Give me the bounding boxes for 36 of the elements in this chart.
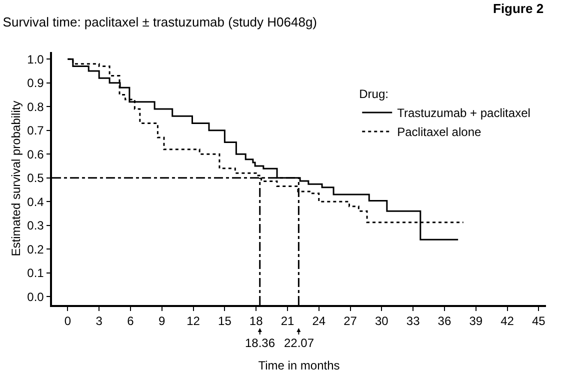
x-axis-title: Time in months	[258, 358, 340, 373]
annotation: 18.36	[245, 336, 276, 350]
x-tick-label: 42	[500, 314, 514, 328]
x-tick-label: 0	[64, 314, 72, 328]
x-tick-label: 36	[438, 314, 452, 328]
y-tick-label: 0.0	[27, 290, 44, 304]
y-tick-label: 0.9	[27, 76, 44, 90]
chart-title: Survival time: paclitaxel ± trastuzumab (study H0648g)	[2, 14, 318, 30]
x-tick-label: 30	[375, 314, 389, 328]
x-tick-label: 21	[280, 314, 294, 328]
x-tick-label: 15	[218, 314, 232, 328]
y-tick-label: 0.2	[27, 242, 44, 256]
x-tick-label: 24	[312, 314, 326, 328]
x-tick-label: 9	[158, 314, 166, 328]
y-tick-label: 0.7	[27, 124, 44, 138]
y-tick-label: 0.8	[27, 100, 44, 114]
y-tick-label: 0.5	[27, 171, 44, 186]
x-tick-label: 6	[127, 314, 134, 328]
x-tick-label: 45	[532, 314, 546, 328]
y-tick-label: 0.4	[27, 194, 44, 209]
y-axis-title: Estimated survival probability	[8, 100, 23, 256]
x-tick-label: 27	[344, 314, 358, 328]
x-tick-label: 39	[469, 314, 483, 328]
y-tick-label: 0.1	[27, 266, 44, 280]
x-tick-label: 33	[406, 314, 420, 328]
x-tick-label: 18	[249, 314, 264, 328]
y-tick-label: 0.6	[27, 147, 44, 162]
y-tick-label: 1.0	[27, 52, 44, 66]
annotation: 22.07	[284, 336, 314, 350]
legend-label: Trastuzumab + paclitaxel	[397, 106, 530, 120]
y-tick-label: 0.3	[27, 218, 44, 233]
legend-label: Paclitaxel alone	[397, 125, 482, 140]
caption: Figure 2	[493, 1, 544, 16]
x-tick-label: 12	[186, 314, 200, 328]
legend-title: Drug:	[359, 86, 388, 101]
x-tick-label: 3	[96, 314, 103, 328]
